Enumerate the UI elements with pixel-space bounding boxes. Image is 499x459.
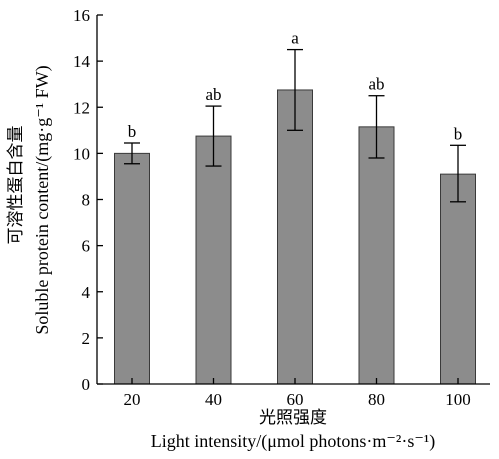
- bar-100: [440, 173, 476, 385]
- bar-60: [277, 89, 313, 385]
- y-tick-label: 16: [73, 6, 90, 25]
- significance-letter-60: a: [291, 29, 299, 48]
- x-tick-label: 20: [124, 390, 141, 409]
- bar-80: [358, 126, 395, 385]
- bar-40: [195, 135, 232, 385]
- x-tick-label: 40: [205, 390, 222, 409]
- y-tick-label: 6: [82, 237, 91, 256]
- y-tick-label: 12: [73, 98, 90, 117]
- y-tick-label: 2: [82, 329, 91, 348]
- error-bars-group: [124, 48, 466, 203]
- x-tick-label: 100: [445, 390, 471, 409]
- bar-20: [114, 152, 150, 385]
- x-axis-title-cn: 光照强度: [259, 408, 327, 428]
- y-tick-label: 0: [82, 375, 91, 394]
- significance-letter-100: b: [454, 124, 463, 143]
- x-tick-label: 80: [368, 390, 385, 409]
- y-tick-label: 14: [73, 52, 91, 71]
- significance-letter-40: ab: [205, 85, 221, 104]
- significance-letters-group: b ab a ab b: [128, 29, 463, 144]
- x-ticks-group: 20 40 60 80 100: [124, 378, 471, 409]
- x-tick-label: 60: [287, 390, 304, 409]
- y-tick-label: 10: [73, 144, 90, 163]
- y-axis-title-cn: 可溶性蛋白含量: [6, 126, 26, 245]
- y-tick-label: 4: [82, 283, 91, 302]
- significance-letter-80: ab: [368, 75, 384, 94]
- bars-group: [114, 89, 476, 385]
- x-axis-title-en: Light intensity/(μmol photons·m⁻²·s⁻¹): [151, 431, 435, 452]
- y-ticks-group: 0 2 4 6 8 10 12 14 16: [73, 6, 103, 394]
- y-tick-label: 8: [82, 191, 91, 210]
- significance-letter-20: b: [128, 122, 137, 141]
- y-axis-title-en: Soluble protein content/(mg·g⁻¹ FW): [32, 65, 53, 334]
